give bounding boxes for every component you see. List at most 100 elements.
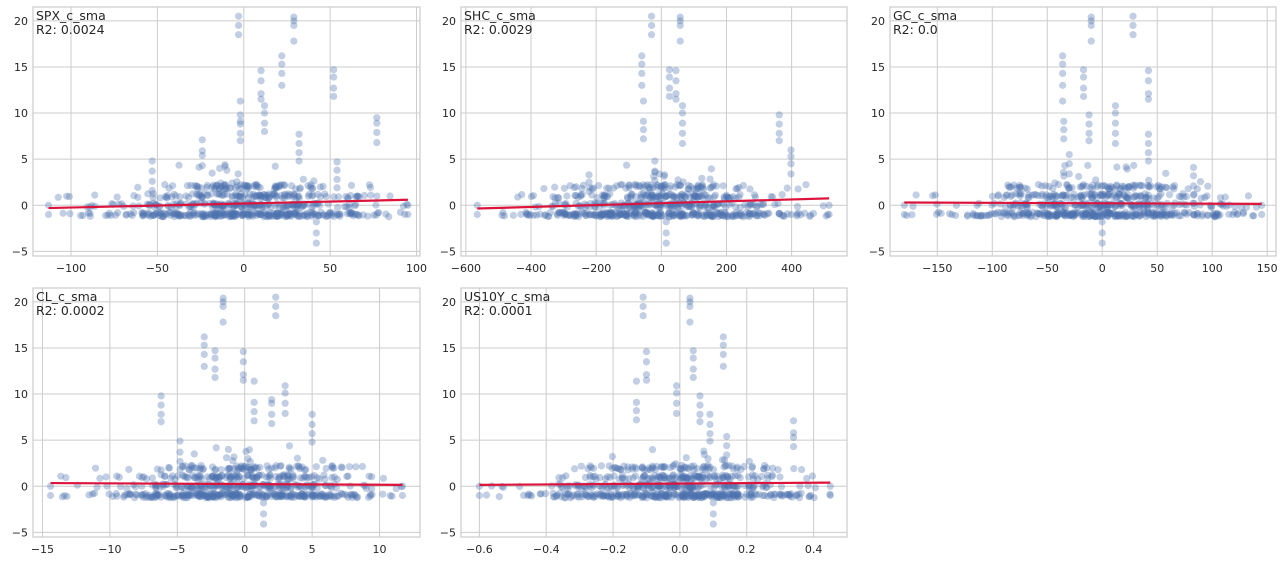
data-point: [591, 472, 599, 480]
data-point: [1018, 209, 1027, 218]
data-point: [646, 185, 654, 193]
data-point: [720, 456, 729, 464]
data-point: [208, 463, 217, 471]
data-point: [231, 489, 239, 497]
data-point: [1149, 210, 1157, 218]
data-point: [573, 492, 581, 500]
data-point: [695, 491, 703, 499]
data-point: [1065, 150, 1073, 159]
data-point: [706, 194, 714, 202]
data-point: [1214, 210, 1222, 218]
data-point: [218, 211, 227, 219]
data-point: [700, 492, 708, 500]
data-point: [229, 491, 237, 499]
data-point: [618, 474, 626, 482]
data-point: [631, 208, 639, 217]
data-point: [196, 493, 204, 501]
data-point: [616, 181, 625, 189]
data-point: [176, 465, 184, 474]
data-point: [1225, 210, 1233, 218]
data-point: [1000, 193, 1008, 202]
data-point: [627, 194, 635, 202]
data-point: [178, 471, 187, 479]
data-point: [661, 193, 669, 201]
data-point: [1129, 211, 1137, 220]
data-point: [676, 475, 684, 483]
data-point: [1062, 194, 1070, 202]
series-label: CL_c_sma: [36, 289, 97, 304]
data-point: [638, 475, 646, 483]
data-point: [218, 472, 226, 480]
data-point: [278, 471, 286, 480]
data-point: [713, 490, 721, 498]
data-point: [178, 489, 187, 498]
data-point: [577, 191, 585, 199]
data-point: [174, 212, 182, 220]
data-point: [292, 194, 300, 202]
data-point: [291, 209, 299, 217]
data-point: [209, 493, 217, 501]
data-point: [639, 97, 648, 105]
data-point: [217, 491, 225, 499]
y-tick-label: 0: [21, 480, 28, 493]
data-point: [278, 484, 286, 492]
data-point: [219, 298, 227, 306]
data-point: [642, 376, 651, 384]
data-point: [744, 473, 753, 481]
data-point: [1010, 181, 1018, 189]
data-point: [193, 185, 201, 193]
data-point: [219, 484, 228, 492]
data-point: [1124, 194, 1132, 202]
regression-line: [477, 197, 830, 210]
data-point: [233, 493, 242, 501]
data-point: [266, 209, 274, 217]
data-point: [174, 491, 182, 499]
data-point: [298, 463, 306, 471]
data-point: [679, 210, 687, 219]
data-point: [523, 210, 531, 218]
data-point: [291, 185, 300, 193]
data-point: [1046, 202, 1055, 210]
data-point: [1100, 209, 1109, 217]
data-point: [1165, 210, 1174, 218]
data-point: [613, 212, 621, 221]
data-point: [1059, 168, 1068, 177]
data-point: [236, 193, 244, 202]
data-point: [675, 181, 683, 189]
data-point: [1085, 111, 1093, 119]
data-point: [278, 194, 287, 202]
data-point: [710, 193, 718, 201]
data-point: [1082, 210, 1090, 218]
data-point: [651, 194, 659, 202]
data-point: [176, 437, 184, 445]
data-point: [241, 181, 249, 190]
data-point: [607, 210, 615, 219]
data-point: [1141, 190, 1149, 198]
data-point: [1156, 183, 1164, 191]
data-point: [190, 450, 198, 458]
data-point: [475, 482, 483, 490]
data-point: [373, 128, 381, 137]
data-point: [652, 493, 660, 502]
data-point: [219, 302, 227, 311]
data-point: [698, 471, 707, 480]
data-point: [597, 212, 605, 221]
data-point: [640, 492, 648, 501]
data-point: [789, 433, 798, 441]
data-point: [774, 466, 782, 474]
data-point: [571, 210, 579, 218]
data-point: [1007, 183, 1015, 191]
data-point: [651, 157, 659, 165]
data-point: [187, 211, 196, 219]
data-point: [255, 191, 263, 199]
y-tick-label: 5: [21, 434, 28, 447]
y-tick-label: 15: [871, 61, 885, 74]
data-point: [566, 211, 574, 219]
data-point: [300, 492, 308, 500]
data-point: [555, 194, 563, 202]
data-point: [252, 192, 261, 200]
data-point: [660, 184, 668, 192]
data-point: [181, 211, 189, 220]
data-point: [623, 211, 631, 219]
